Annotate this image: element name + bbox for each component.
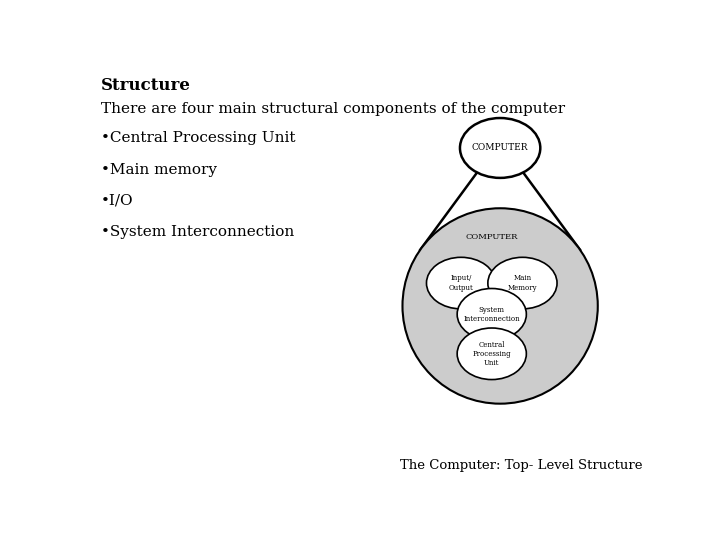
Text: COMPUTER: COMPUTER	[466, 233, 518, 241]
Circle shape	[460, 118, 540, 178]
Text: Structure: Structure	[101, 77, 191, 94]
Text: Input/
Output: Input/ Output	[449, 274, 474, 292]
Text: There are four main structural components of the computer: There are four main structural component…	[101, 102, 565, 116]
Text: The Computer: Top- Level Structure: The Computer: Top- Level Structure	[400, 460, 642, 472]
Text: System
Interconnection: System Interconnection	[464, 306, 520, 323]
Text: •Central Processing Unit: •Central Processing Unit	[101, 131, 296, 145]
Circle shape	[426, 258, 495, 309]
Text: Main
Memory: Main Memory	[508, 274, 537, 292]
Text: •Main memory: •Main memory	[101, 163, 217, 177]
Text: •System Interconnection: •System Interconnection	[101, 225, 294, 239]
Circle shape	[457, 288, 526, 340]
Text: •I/O: •I/O	[101, 194, 134, 208]
Text: Central
Processing
Unit: Central Processing Unit	[472, 341, 511, 367]
Polygon shape	[402, 118, 598, 403]
Circle shape	[457, 328, 526, 380]
Circle shape	[488, 258, 557, 309]
Ellipse shape	[402, 208, 598, 404]
Text: COMPUTER: COMPUTER	[472, 144, 528, 152]
